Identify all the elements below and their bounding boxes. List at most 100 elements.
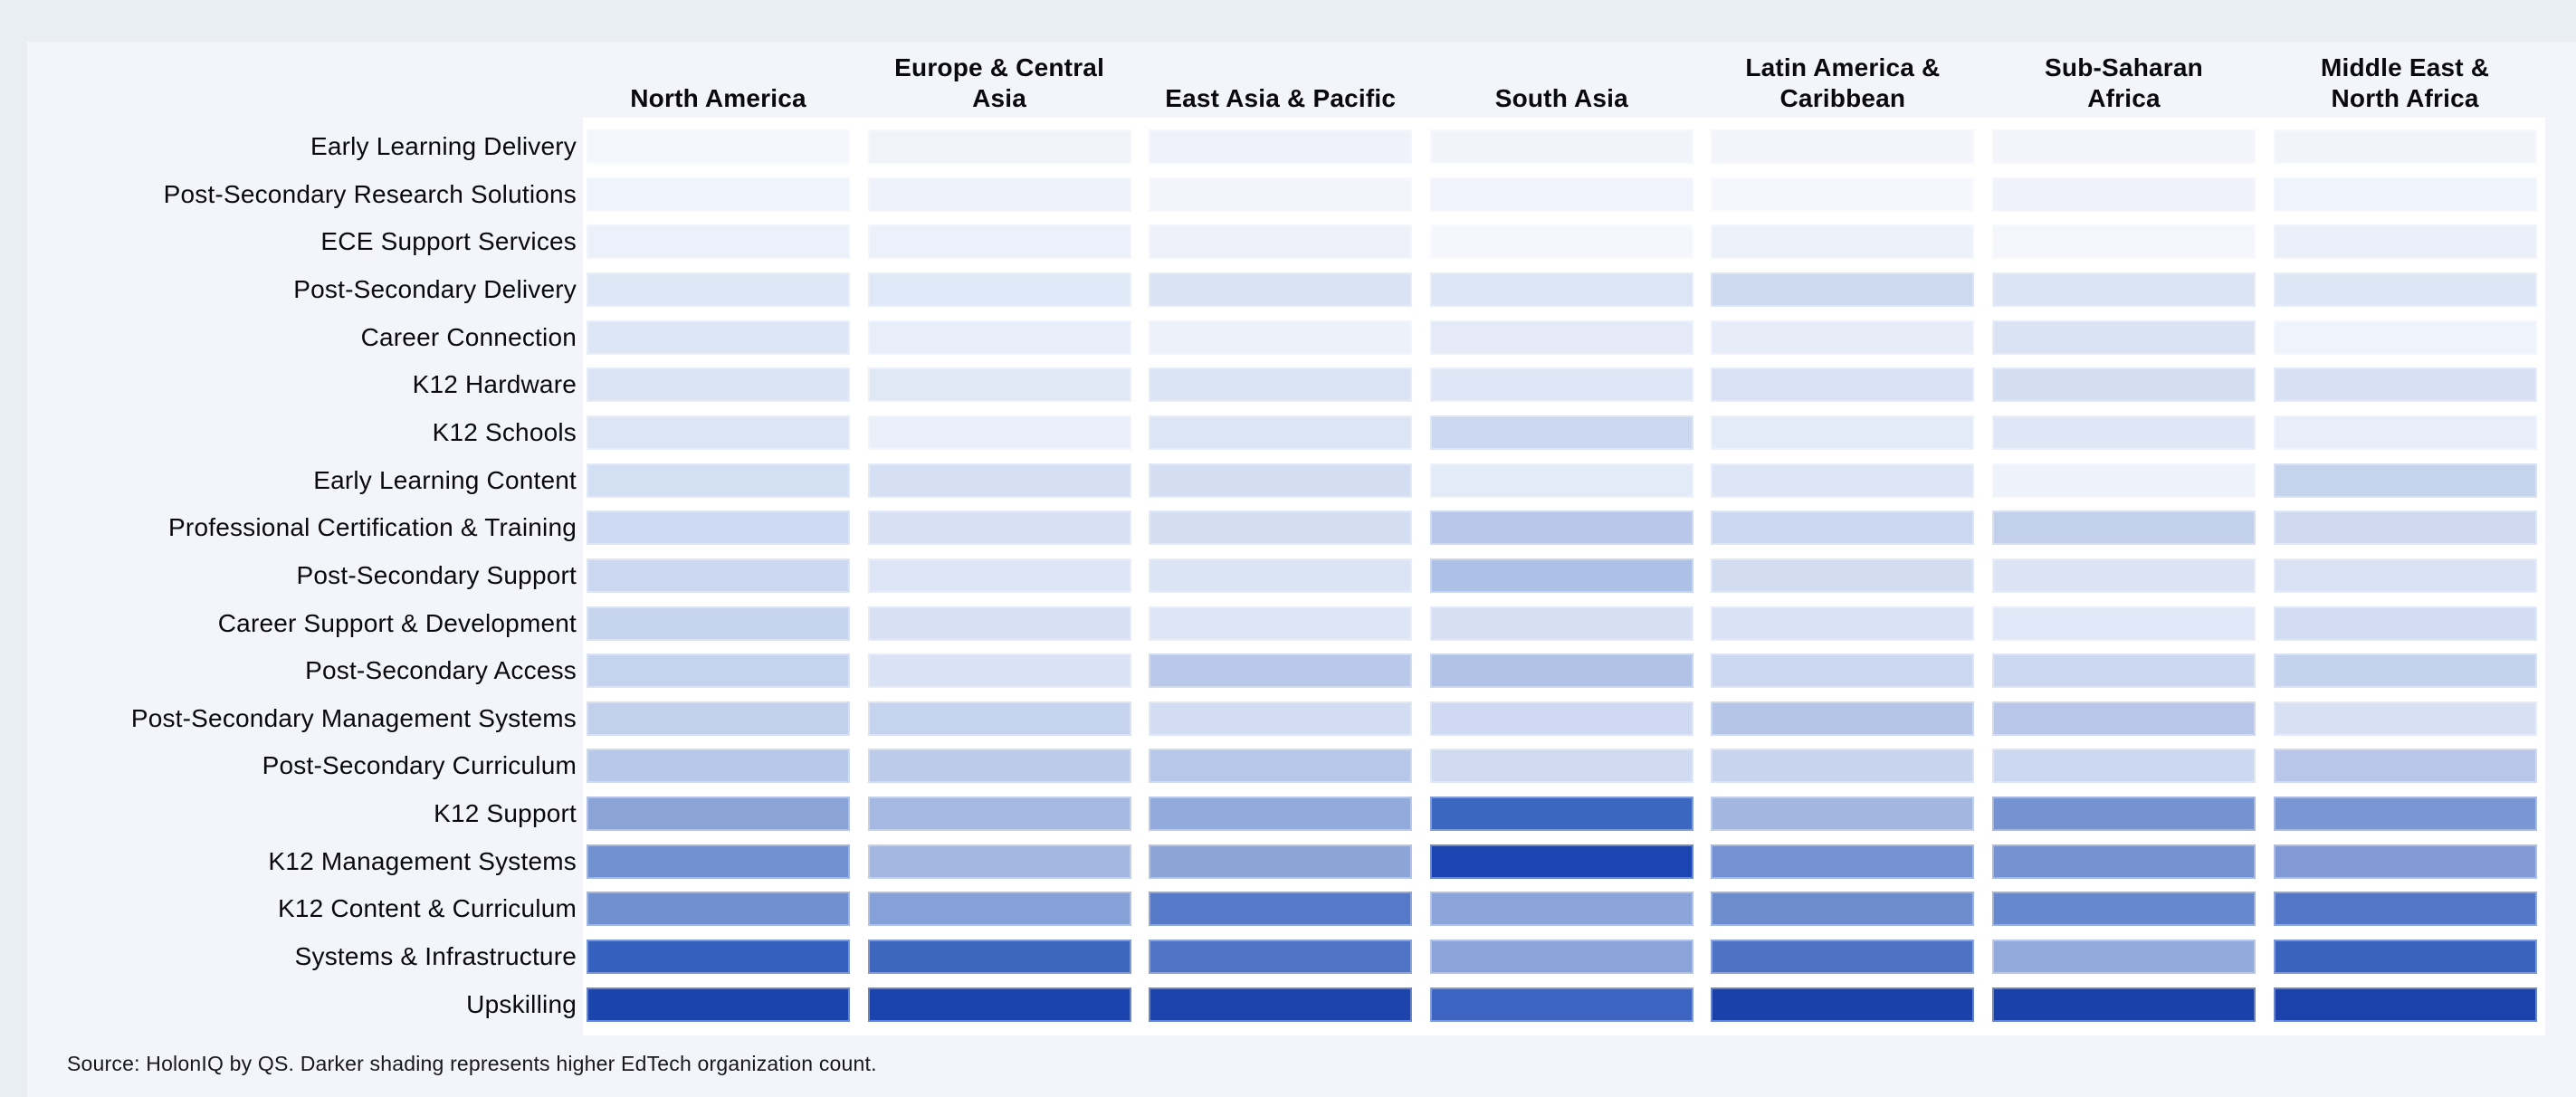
heatmap-cell-r17-c5[interactable] bbox=[1711, 892, 1975, 927]
heatmap-cell-r7-c2[interactable] bbox=[867, 415, 1131, 450]
heatmap-cell-r11-c1[interactable] bbox=[587, 606, 850, 641]
heatmap-cell-r9-c4[interactable] bbox=[1429, 510, 1693, 546]
heatmap-cell-r8-c6[interactable] bbox=[1992, 463, 2256, 498]
heatmap-cell-r8-c4[interactable] bbox=[1429, 463, 1693, 498]
heatmap-cell-r15-c3[interactable] bbox=[1149, 797, 1413, 832]
heatmap-cell-r10-c3[interactable] bbox=[1149, 558, 1413, 593]
heatmap-cell-r8-c7[interactable] bbox=[2273, 463, 2537, 498]
heatmap-cell-r18-c4[interactable] bbox=[1429, 940, 1693, 975]
heatmap-cell-r11-c2[interactable] bbox=[867, 606, 1131, 641]
heatmap-cell-r12-c7[interactable] bbox=[2273, 653, 2537, 689]
heatmap-cell-r14-c2[interactable] bbox=[867, 749, 1131, 784]
heatmap-cell-r2-c6[interactable] bbox=[1992, 176, 2256, 212]
heatmap-cell-r15-c1[interactable] bbox=[587, 797, 850, 832]
heatmap-cell-r13-c6[interactable] bbox=[1992, 701, 2256, 736]
heatmap-cell-r5-c7[interactable] bbox=[2273, 320, 2537, 355]
heatmap-cell-r11-c6[interactable] bbox=[1992, 606, 2256, 641]
heatmap-cell-r15-c5[interactable] bbox=[1711, 797, 1975, 832]
heatmap-cell-r9-c2[interactable] bbox=[867, 510, 1131, 546]
heatmap-cell-r17-c3[interactable] bbox=[1149, 892, 1413, 927]
heatmap-cell-r14-c6[interactable] bbox=[1992, 749, 2256, 784]
heatmap-cell-r5-c1[interactable] bbox=[587, 320, 850, 355]
heatmap-cell-r8-c2[interactable] bbox=[867, 463, 1131, 498]
heatmap-cell-r5-c2[interactable] bbox=[867, 320, 1131, 355]
heatmap-cell-r6-c3[interactable] bbox=[1149, 367, 1413, 403]
heatmap-cell-r11-c5[interactable] bbox=[1711, 606, 1975, 641]
heatmap-cell-r13-c7[interactable] bbox=[2273, 701, 2537, 736]
heatmap-cell-r4-c6[interactable] bbox=[1992, 272, 2256, 307]
heatmap-cell-r8-c1[interactable] bbox=[587, 463, 850, 498]
heatmap-cell-r4-c7[interactable] bbox=[2273, 272, 2537, 307]
heatmap-cell-r19-c1[interactable] bbox=[587, 987, 850, 1022]
heatmap-cell-r7-c4[interactable] bbox=[1429, 415, 1693, 450]
heatmap-cell-r6-c5[interactable] bbox=[1711, 367, 1975, 403]
heatmap-cell-r15-c2[interactable] bbox=[867, 797, 1131, 832]
heatmap-cell-r16-c5[interactable] bbox=[1711, 844, 1975, 879]
heatmap-cell-r4-c5[interactable] bbox=[1711, 272, 1975, 307]
heatmap-cell-r14-c7[interactable] bbox=[2273, 749, 2537, 784]
heatmap-cell-r2-c3[interactable] bbox=[1149, 176, 1413, 212]
heatmap-cell-r10-c1[interactable] bbox=[587, 558, 850, 593]
heatmap-cell-r2-c1[interactable] bbox=[587, 176, 850, 212]
heatmap-cell-r10-c4[interactable] bbox=[1429, 558, 1693, 593]
heatmap-cell-r18-c1[interactable] bbox=[587, 940, 850, 975]
heatmap-cell-r17-c2[interactable] bbox=[867, 892, 1131, 927]
heatmap-cell-r17-c1[interactable] bbox=[587, 892, 850, 927]
heatmap-cell-r5-c5[interactable] bbox=[1711, 320, 1975, 355]
heatmap-cell-r15-c7[interactable] bbox=[2273, 797, 2537, 832]
heatmap-cell-r8-c5[interactable] bbox=[1711, 463, 1975, 498]
heatmap-cell-r9-c7[interactable] bbox=[2273, 510, 2537, 546]
heatmap-cell-r7-c6[interactable] bbox=[1992, 415, 2256, 450]
heatmap-cell-r18-c3[interactable] bbox=[1149, 940, 1413, 975]
heatmap-cell-r3-c5[interactable] bbox=[1711, 224, 1975, 260]
heatmap-cell-r3-c1[interactable] bbox=[587, 224, 850, 260]
heatmap-cell-r19-c4[interactable] bbox=[1429, 987, 1693, 1022]
heatmap-cell-r10-c7[interactable] bbox=[2273, 558, 2537, 593]
heatmap-cell-r7-c3[interactable] bbox=[1149, 415, 1413, 450]
heatmap-cell-r1-c5[interactable] bbox=[1711, 129, 1975, 164]
heatmap-cell-r1-c3[interactable] bbox=[1149, 129, 1413, 164]
heatmap-cell-r11-c4[interactable] bbox=[1429, 606, 1693, 641]
heatmap-cell-r1-c1[interactable] bbox=[587, 129, 850, 164]
heatmap-cell-r2-c2[interactable] bbox=[867, 176, 1131, 212]
heatmap-cell-r16-c2[interactable] bbox=[867, 844, 1131, 879]
heatmap-cell-r10-c6[interactable] bbox=[1992, 558, 2256, 593]
heatmap-cell-r14-c5[interactable] bbox=[1711, 749, 1975, 784]
heatmap-cell-r19-c6[interactable] bbox=[1992, 987, 2256, 1022]
heatmap-cell-r9-c5[interactable] bbox=[1711, 510, 1975, 546]
heatmap-cell-r1-c2[interactable] bbox=[867, 129, 1131, 164]
heatmap-cell-r3-c3[interactable] bbox=[1149, 224, 1413, 260]
heatmap-cell-r14-c3[interactable] bbox=[1149, 749, 1413, 784]
heatmap-cell-r5-c3[interactable] bbox=[1149, 320, 1413, 355]
heatmap-cell-r1-c7[interactable] bbox=[2273, 129, 2537, 164]
heatmap-cell-r17-c6[interactable] bbox=[1992, 892, 2256, 927]
heatmap-cell-r8-c3[interactable] bbox=[1149, 463, 1413, 498]
heatmap-cell-r6-c4[interactable] bbox=[1429, 367, 1693, 403]
heatmap-cell-r1-c4[interactable] bbox=[1429, 129, 1693, 164]
heatmap-cell-r9-c3[interactable] bbox=[1149, 510, 1413, 546]
heatmap-cell-r17-c4[interactable] bbox=[1429, 892, 1693, 927]
heatmap-cell-r9-c6[interactable] bbox=[1992, 510, 2256, 546]
heatmap-cell-r16-c4[interactable] bbox=[1429, 844, 1693, 879]
heatmap-cell-r12-c4[interactable] bbox=[1429, 653, 1693, 689]
heatmap-cell-r5-c4[interactable] bbox=[1429, 320, 1693, 355]
heatmap-cell-r6-c7[interactable] bbox=[2273, 367, 2537, 403]
heatmap-cell-r16-c3[interactable] bbox=[1149, 844, 1413, 879]
heatmap-cell-r12-c2[interactable] bbox=[867, 653, 1131, 689]
heatmap-cell-r3-c4[interactable] bbox=[1429, 224, 1693, 260]
heatmap-cell-r6-c6[interactable] bbox=[1992, 367, 2256, 403]
heatmap-cell-r16-c6[interactable] bbox=[1992, 844, 2256, 879]
heatmap-cell-r16-c7[interactable] bbox=[2273, 844, 2537, 879]
heatmap-cell-r11-c3[interactable] bbox=[1149, 606, 1413, 641]
heatmap-cell-r2-c5[interactable] bbox=[1711, 176, 1975, 212]
heatmap-cell-r1-c6[interactable] bbox=[1992, 129, 2256, 164]
heatmap-cell-r5-c6[interactable] bbox=[1992, 320, 2256, 355]
heatmap-cell-r6-c1[interactable] bbox=[587, 367, 850, 403]
heatmap-cell-r7-c1[interactable] bbox=[587, 415, 850, 450]
heatmap-cell-r13-c1[interactable] bbox=[587, 701, 850, 736]
heatmap-cell-r4-c2[interactable] bbox=[867, 272, 1131, 307]
heatmap-cell-r12-c6[interactable] bbox=[1992, 653, 2256, 689]
heatmap-cell-r19-c7[interactable] bbox=[2273, 987, 2537, 1022]
heatmap-cell-r13-c3[interactable] bbox=[1149, 701, 1413, 736]
heatmap-cell-r3-c2[interactable] bbox=[867, 224, 1131, 260]
